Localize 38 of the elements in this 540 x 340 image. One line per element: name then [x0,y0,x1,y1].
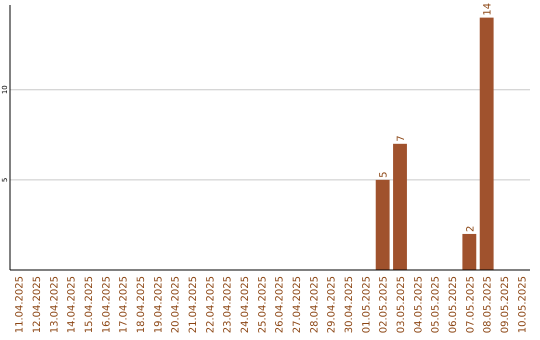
x-tick-label: 15.04.2025 [84,276,95,334]
x-tick-label: 24.04.2025 [240,276,251,334]
data-label: 5 [378,171,390,178]
x-tick-label: 07.05.2025 [465,276,476,334]
x-tick-label: 26.04.2025 [274,276,286,334]
data-label: 7 [396,135,407,142]
x-tick-label: 16.04.2025 [101,276,112,334]
x-tick-label: 03.05.2025 [396,276,407,334]
x-tick-label: 25.04.2025 [257,276,268,334]
x-tick-label: 21.04.2025 [188,276,199,334]
bar [376,180,390,270]
x-tick-label: 20.04.2025 [170,276,182,334]
x-tick-label: 13.04.2025 [49,276,60,334]
x-tick-label: 22.04.2025 [205,276,216,334]
bar [462,234,476,270]
data-label: 14 [482,2,494,16]
x-tick-label: 27.04.2025 [292,276,303,334]
x-tick-label: 11.04.2025 [14,276,26,334]
x-tick-label: 30.04.2025 [344,276,355,334]
bar [480,18,494,270]
x-tick-label: 08.05.2025 [482,276,494,334]
x-tick-label: 28.04.2025 [309,276,320,334]
x-tick-label: 09.05.2025 [500,276,511,334]
x-tick-label: 19.04.2025 [153,276,164,334]
data-label: 2 [465,226,476,232]
x-tick-label: 12.04.2025 [32,276,43,334]
bar [393,144,407,270]
x-tick-label: 01.05.2025 [361,276,372,334]
x-tick-label: 29.04.2025 [326,276,338,334]
x-tick-label: 18.04.2025 [136,276,147,334]
x-tick-label: 06.05.2025 [448,276,459,334]
x-tick-label: 14.04.2025 [66,276,78,334]
x-tick-label: 23.04.2025 [222,276,234,334]
x-tick-label: 17.04.2025 [118,276,130,334]
x-tick-label: 02.05.2025 [378,276,390,334]
x-tick-label: 10.05.2025 [517,276,528,334]
x-tick-label: 04.05.2025 [413,276,424,334]
x-tick-label: 05.05.2025 [430,276,442,334]
